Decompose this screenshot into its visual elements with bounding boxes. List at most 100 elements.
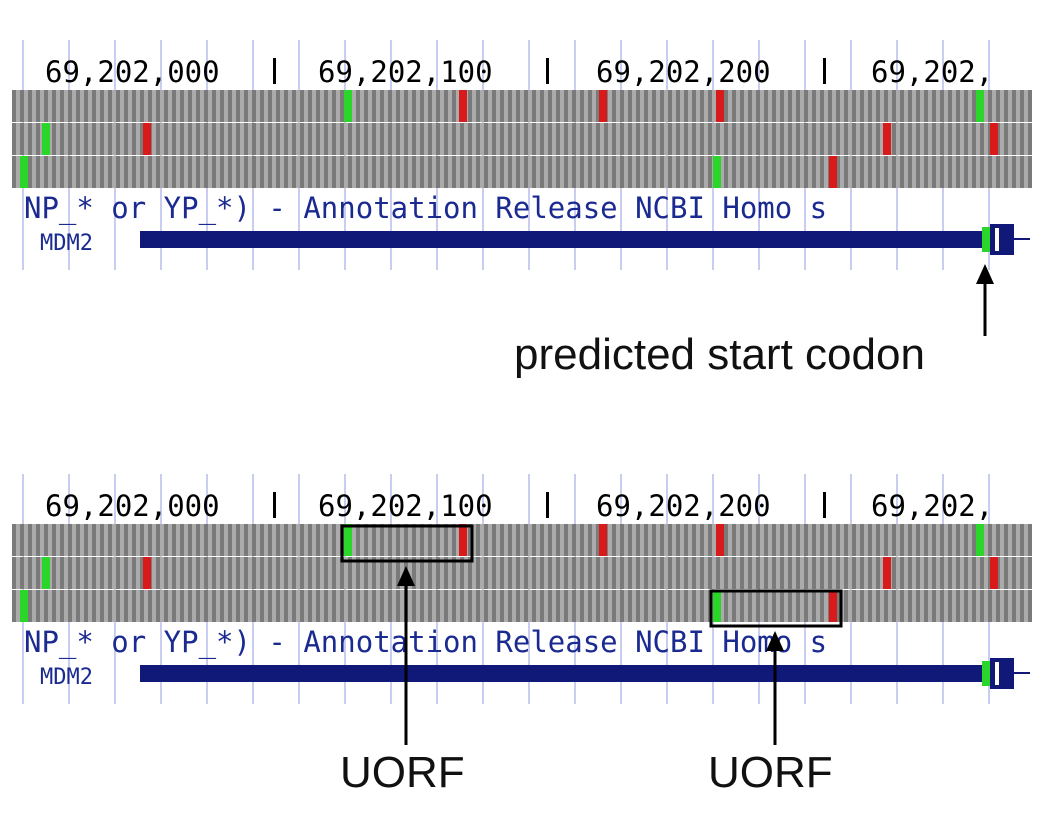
codon-stripe (780, 90, 784, 122)
codon-stripe (588, 90, 592, 122)
codon-stripe (284, 557, 288, 589)
codon-stripe (572, 557, 576, 589)
codon-stripe (500, 590, 504, 622)
codon-stripe (836, 156, 840, 188)
codon-stripe (788, 590, 792, 622)
codon-stripe (700, 557, 704, 589)
codon-stripe (956, 123, 960, 155)
codon-stripe (412, 524, 416, 556)
codon-stripe (28, 524, 32, 556)
codon-stripe (636, 557, 640, 589)
codon-stripe (812, 590, 816, 622)
codon-stripe (684, 156, 688, 188)
codon-stripe (564, 156, 568, 188)
codon-stripe (716, 557, 720, 589)
codon-stripe (1004, 90, 1008, 122)
codon-stripe (356, 557, 360, 589)
codon-stripe (212, 557, 216, 589)
codon-stripe (124, 156, 128, 188)
codon-stripe (940, 90, 944, 122)
codon-stripe (876, 590, 880, 622)
codon-stripe (508, 90, 512, 122)
codon-stripe (868, 557, 872, 589)
codon-stripe (476, 524, 480, 556)
codon-stripe (676, 156, 680, 188)
codon-stripe (516, 557, 520, 589)
codon-stripe (700, 524, 704, 556)
codon-stripe (476, 123, 480, 155)
codon-stripe (196, 90, 200, 122)
codon-stripe (220, 123, 224, 155)
codon-stripe (756, 590, 760, 622)
codon-stripe (676, 590, 680, 622)
codon-stripe (76, 123, 80, 155)
codon-stripe (564, 590, 568, 622)
codon-stripe (532, 524, 536, 556)
codon-stripe (772, 590, 776, 622)
codon-stripe (188, 123, 192, 155)
codon-stripe (84, 156, 88, 188)
codon-stripe (908, 524, 912, 556)
codon-stripe (628, 90, 632, 122)
codon-stripe (516, 524, 520, 556)
ruler-label-2: 69,202,100 (318, 489, 493, 523)
codon-stripe (292, 590, 296, 622)
codon-stripe (924, 156, 928, 188)
codon-stripe (636, 90, 640, 122)
codon-stripe (276, 156, 280, 188)
codon-stripe (12, 524, 16, 556)
codon-stripe (324, 156, 328, 188)
codon-stripe (668, 524, 672, 556)
codon-stripe (580, 524, 584, 556)
codon-stripe (924, 524, 928, 556)
codon-stripe (516, 90, 520, 122)
ruler-label-1: 69,202,000 (45, 489, 220, 523)
codon-stripe (380, 156, 384, 188)
codon-stripe (116, 524, 120, 556)
codon-stripe (148, 90, 152, 122)
codon-stripe (236, 590, 240, 622)
codon-stripe (972, 557, 976, 589)
codon-stripe (924, 123, 928, 155)
codon-stripe (340, 90, 344, 122)
stop-codon-mark (883, 123, 891, 155)
codon-stripe (884, 590, 888, 622)
codon-stripe (892, 557, 896, 589)
codon-stripe (44, 524, 48, 556)
codon-stripe (756, 524, 760, 556)
codon-stripe (908, 557, 912, 589)
codon-stripe (380, 123, 384, 155)
codon-stripe (596, 90, 600, 122)
codon-stripe (332, 557, 336, 589)
codon-stripe (676, 123, 680, 155)
codon-stripe (140, 590, 144, 622)
codon-stripe (524, 123, 528, 155)
codon-stripe (1004, 557, 1008, 589)
codon-stripe (508, 123, 512, 155)
codon-stripe (956, 90, 960, 122)
codon-stripe (980, 156, 984, 188)
codon-stripe (844, 156, 848, 188)
codon-stripe (436, 524, 440, 556)
codon-stripe (356, 90, 360, 122)
codon-stripe (68, 524, 72, 556)
codon-stripe (316, 90, 320, 122)
codon-stripe (324, 90, 328, 122)
codon-stripe (92, 524, 96, 556)
codon-stripe (692, 557, 696, 589)
codon-stripe (292, 123, 296, 155)
codon-stripe (1020, 156, 1024, 188)
codon-stripe (492, 590, 496, 622)
codon-stripe (156, 590, 160, 622)
codon-stripe (20, 123, 24, 155)
codon-stripe (52, 156, 56, 188)
codon-stripe (68, 590, 72, 622)
codon-stripe (68, 156, 72, 188)
codon-stripe (196, 123, 200, 155)
start-codon-mark (976, 90, 984, 122)
codon-stripe (852, 524, 856, 556)
codon-stripe (572, 123, 576, 155)
codon-stripe (796, 123, 800, 155)
codon-stripe (724, 123, 728, 155)
codon-stripe (236, 90, 240, 122)
